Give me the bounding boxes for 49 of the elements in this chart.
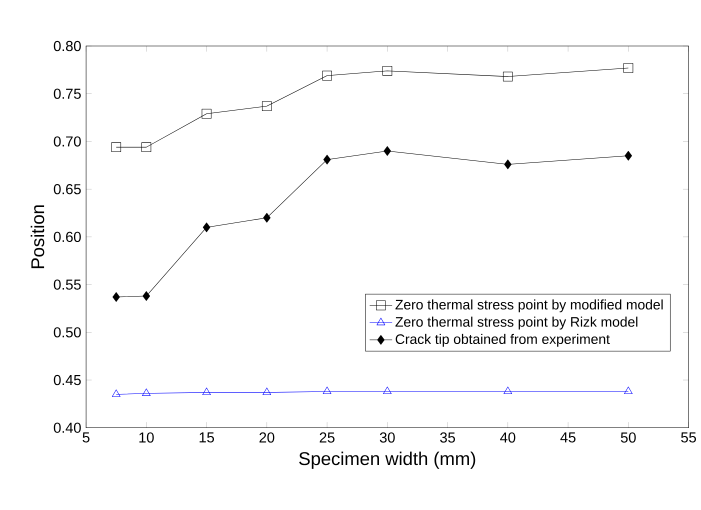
point <box>504 386 512 394</box>
x-tick-label: 35 <box>440 432 456 443</box>
point <box>142 291 150 301</box>
x-tick-label: 50 <box>620 432 636 443</box>
point <box>263 212 271 223</box>
x-tick-label: 30 <box>380 432 395 443</box>
point <box>202 108 212 119</box>
x-tick-label: 55 <box>681 432 696 442</box>
point <box>383 386 392 394</box>
x-tick-label: 15 <box>200 432 214 442</box>
x-tick-label: 45 <box>560 432 576 442</box>
y-axis-title: Position <box>30 205 44 268</box>
point <box>262 388 272 395</box>
y-tick-label: 0.45 <box>54 374 81 386</box>
point <box>382 66 392 76</box>
y-tick-label: 0.70 <box>54 136 81 147</box>
x-tick-label: 5 <box>82 432 90 442</box>
y-tick-label: 0.80 <box>54 40 81 52</box>
point <box>322 70 332 80</box>
y-tick-label: 0.50 <box>54 327 81 338</box>
legend-label: Zero thermal stress point by modified model <box>395 299 663 312</box>
x-tick-label: 20 <box>260 432 274 443</box>
x-axis-title: Specimen width (mm) <box>299 452 476 469</box>
point <box>624 386 633 394</box>
y-tick-label: 0.60 <box>54 232 81 242</box>
x-tick-label: 10 <box>139 432 154 443</box>
point <box>262 101 272 111</box>
x-tick-label: 40 <box>500 432 516 443</box>
x-tick-label: 25 <box>320 432 335 443</box>
y-tick-label: 0.40 <box>54 422 81 433</box>
point <box>623 63 634 73</box>
point <box>142 388 151 396</box>
point <box>111 142 122 152</box>
point <box>322 386 332 394</box>
point <box>112 389 120 397</box>
point <box>112 292 120 302</box>
point <box>504 159 512 170</box>
point <box>141 142 152 152</box>
y-tick-label: 0.75 <box>54 88 81 99</box>
legend-label: Zero thermal stress point by Rizk model <box>395 316 638 330</box>
point <box>202 388 211 395</box>
legend-label: Crack tip obtained from experiment <box>396 334 610 347</box>
point <box>502 72 513 82</box>
point <box>624 150 632 161</box>
point <box>384 146 392 156</box>
y-tick-label: 0.65 <box>54 184 81 194</box>
point <box>323 154 331 164</box>
point <box>202 222 210 232</box>
y-tick-label: 0.55 <box>54 279 81 290</box>
